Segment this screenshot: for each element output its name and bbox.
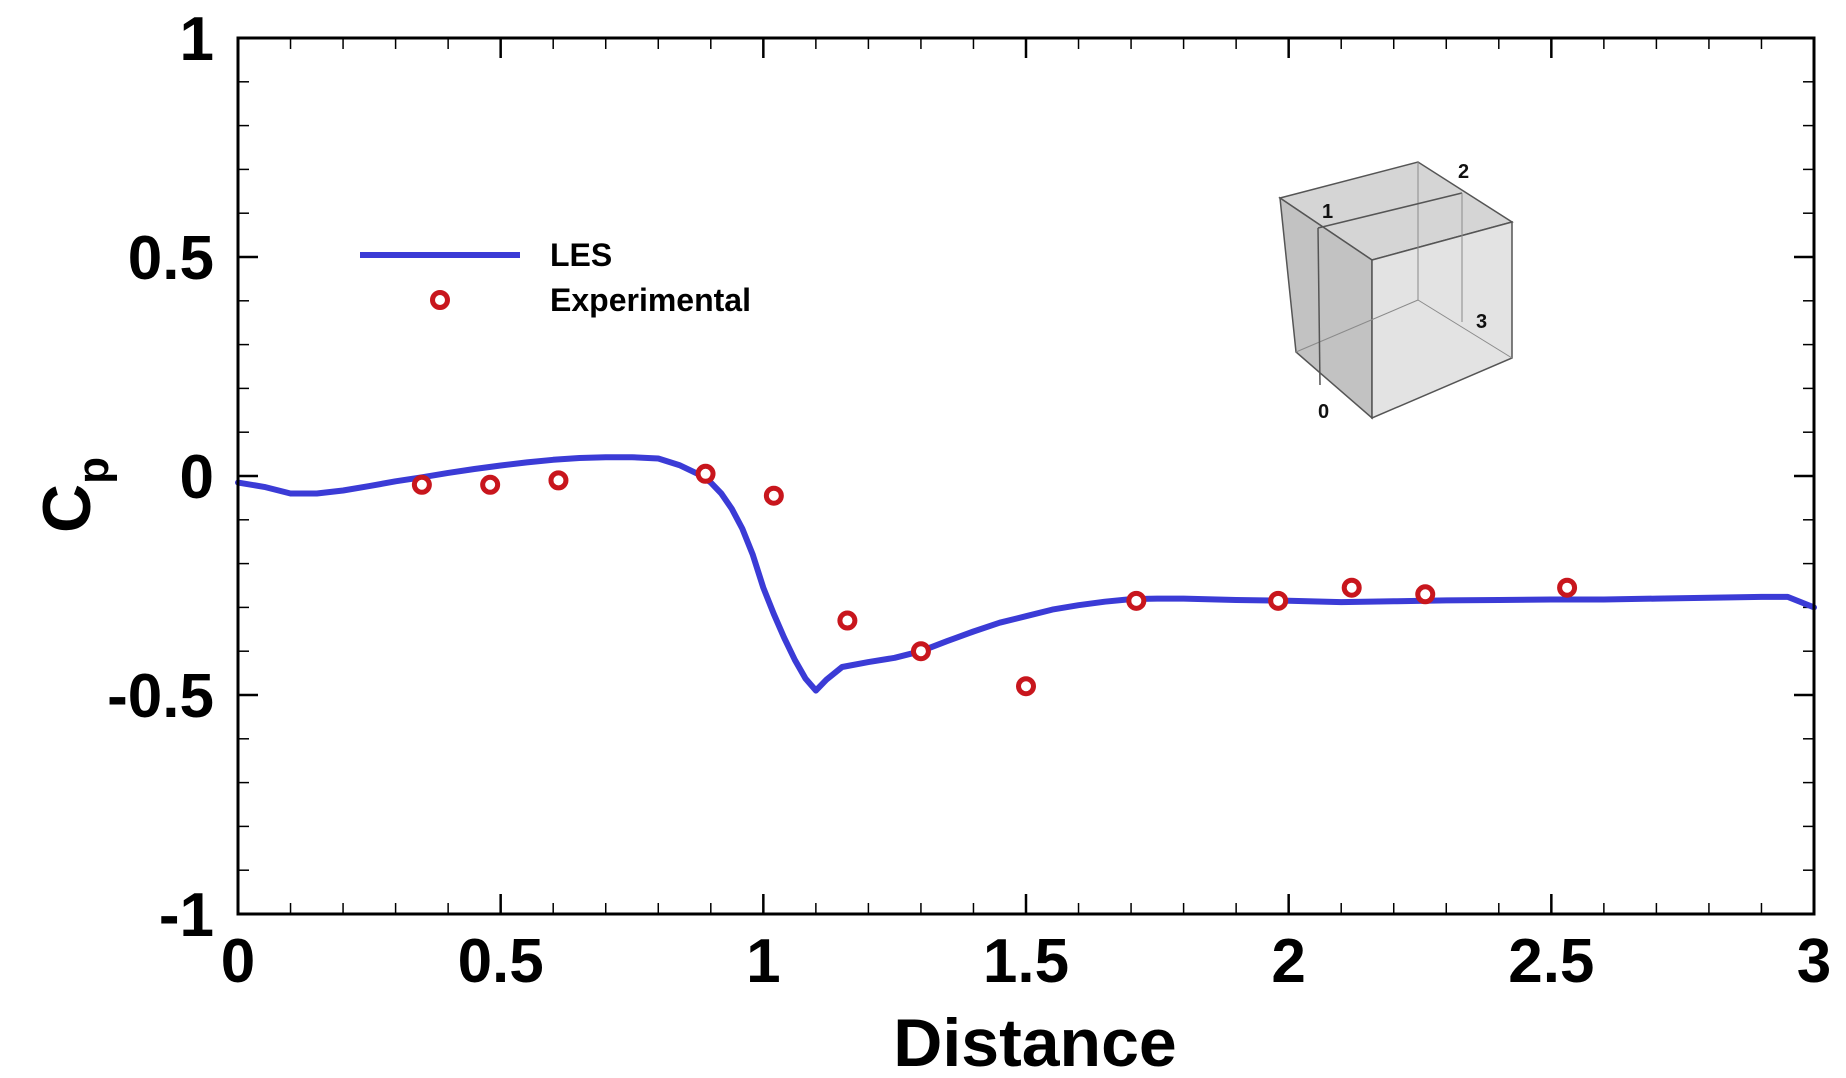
experimental-point [411,474,432,495]
legend-experimental-label: Experimental [550,282,751,318]
y-tick-label: -1 [159,881,214,950]
legend-les-label: LES [550,237,612,273]
experimental-point [910,641,931,662]
cube-section-line [1317,192,1463,229]
y-tick-label: -0.5 [107,662,214,731]
experimental-point [480,474,501,495]
x-tick-label: 2.5 [1508,927,1594,996]
y-tick-label: 0.5 [128,224,214,293]
experimental-point [1016,676,1036,697]
plot-area-frame [236,36,1816,916]
series-layer [235,454,1817,697]
x-axis-title: Distance [893,1005,1176,1078]
les-line [235,454,1817,694]
experimental-point [837,610,858,631]
cube-label-2: 2 [1458,161,1469,183]
ticks-layer [236,36,1816,916]
cube-hidden-edge [1417,299,1513,359]
y-tick-label: 1 [180,5,214,74]
experimental-point [1268,590,1289,611]
x-tick-label: 1 [746,927,780,996]
legend: LES Experimental [360,237,751,318]
experimental-point [763,485,784,506]
experimental-point [695,463,716,484]
x-tick-label: 2 [1271,927,1305,996]
legend-experimental-marker [430,290,450,310]
cube-label-0: 0 [1318,401,1329,423]
x-tick-label: 1.5 [983,927,1069,996]
experimental-point [548,470,569,491]
experimental-point [1557,577,1578,598]
tick-label-layer: 0 0.5 1 1.5 2 2.5 3 -1 -0.5 0 0.5 1 [107,5,1831,996]
y-tick-label: 0 [180,443,214,512]
y-axis-title-group: Cp [29,457,118,533]
x-tick-label: 0 [221,927,255,996]
domain-cube-inset: 1 2 3 0 [1278,161,1514,423]
y-axis-title-subscript: p [69,457,118,484]
cube-label-3: 3 [1476,311,1487,333]
cube-hidden-edge [1295,299,1419,353]
experimental-point [1341,577,1362,598]
y-axis-title: Cp [29,457,118,533]
x-tick-label: 3 [1797,927,1831,996]
experimental-point [1415,584,1436,605]
y-axis-title-main: C [29,484,105,533]
experimental-point [1126,590,1147,611]
cube-label-1: 1 [1322,201,1333,223]
x-tick-label: 0.5 [458,927,544,996]
cube-section-line [1317,227,1321,386]
